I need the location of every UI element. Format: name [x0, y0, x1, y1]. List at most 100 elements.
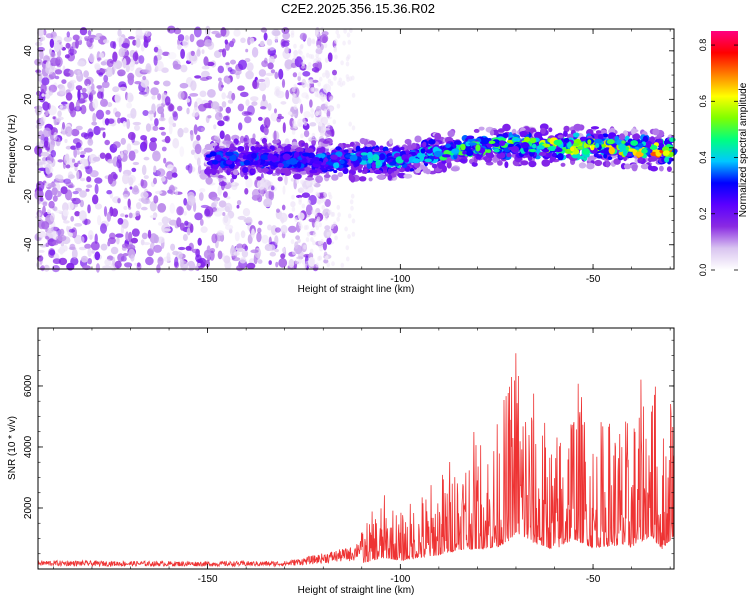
heatmap-cell	[196, 39, 206, 48]
heatmap-cell	[322, 197, 327, 203]
heatmap-cell	[177, 105, 183, 112]
heatmap-cell	[197, 237, 202, 246]
spectrogram-x-tick-label: -100	[390, 274, 410, 285]
heatmap-cell	[138, 55, 145, 64]
heatmap-cell	[305, 204, 313, 216]
heatmap-cell	[322, 241, 327, 251]
heatmap-cell	[349, 154, 358, 162]
heatmap-cell	[278, 68, 284, 80]
heatmap-cell	[87, 204, 91, 214]
heatmap-cell	[520, 142, 530, 149]
heatmap-cell	[292, 92, 296, 98]
heatmap-cell	[367, 157, 373, 164]
heatmap-cell	[45, 109, 49, 116]
heatmap-cell	[129, 186, 133, 190]
heatmap-cell	[179, 222, 185, 231]
heatmap-cell	[70, 215, 75, 222]
heatmap-cell	[74, 211, 81, 217]
heatmap-cell	[291, 141, 298, 146]
heatmap-cell	[330, 224, 334, 230]
heatmap-cell	[97, 57, 102, 61]
colorbar-ticks: 0.0 0.2 0.4 0.6 0.8	[698, 39, 738, 276]
heatmap-cell	[296, 194, 303, 199]
heatmap-cell	[371, 162, 376, 169]
heatmap-cell	[177, 34, 185, 42]
heatmap-cell	[120, 150, 124, 159]
heatmap-cell	[270, 69, 276, 74]
heatmap-cell	[347, 234, 351, 239]
heatmap-cell	[623, 149, 628, 157]
heatmap-cell	[131, 167, 137, 173]
heatmap-cell	[153, 46, 159, 53]
heatmap-cell	[65, 126, 73, 137]
heatmap-cell	[261, 60, 268, 68]
heatmap-cell	[40, 36, 46, 41]
heatmap-cell	[275, 147, 282, 153]
heatmap-cell	[194, 212, 203, 221]
heatmap-cell	[53, 35, 63, 44]
heatmap-cell	[606, 139, 615, 145]
heatmap-cell	[302, 187, 307, 193]
heatmap-cell	[122, 149, 129, 156]
heatmap-cell	[351, 218, 356, 224]
heatmap-cell	[300, 179, 304, 185]
heatmap-cell	[349, 141, 355, 147]
heatmap-cell	[313, 160, 323, 165]
heatmap-cell	[72, 191, 79, 195]
heatmap-cell	[242, 208, 251, 217]
heatmap-cell	[351, 92, 356, 98]
heatmap-cell	[304, 167, 312, 171]
heatmap-cell	[291, 194, 295, 200]
heatmap-cell	[221, 92, 226, 100]
heatmap-cell	[148, 110, 154, 115]
heatmap-cell	[52, 195, 58, 202]
heatmap-cell	[174, 256, 179, 268]
heatmap-cell	[293, 173, 302, 180]
heatmap-cell	[201, 49, 205, 55]
heatmap-cell	[621, 140, 626, 144]
heatmap-cell	[412, 158, 421, 164]
heatmap-cell	[637, 143, 644, 148]
heatmap-cell	[316, 44, 321, 50]
heatmap-cell	[372, 154, 380, 162]
heatmap-cell	[140, 43, 145, 52]
heatmap-cell	[262, 149, 271, 153]
heatmap-cell	[252, 133, 256, 140]
heatmap-cell	[65, 145, 72, 150]
heatmap-cell	[142, 110, 149, 116]
heatmap-cell	[203, 56, 209, 66]
heatmap-cell	[340, 262, 345, 268]
heatmap-cell	[301, 203, 306, 209]
heatmap-cell	[184, 220, 189, 226]
heatmap-cell	[237, 85, 245, 91]
heatmap-cell	[311, 67, 320, 73]
heatmap-cell	[332, 119, 337, 125]
heatmap-cell	[301, 192, 310, 198]
heatmap-cell	[42, 205, 46, 216]
heatmap-cell	[404, 158, 409, 163]
heatmap-cell	[242, 243, 247, 250]
heatmap-cell	[46, 209, 51, 215]
heatmap-cell	[166, 164, 174, 171]
heatmap-cell	[425, 168, 431, 175]
heatmap-cell	[102, 81, 110, 89]
heatmap-cell	[230, 59, 236, 65]
heatmap-cell	[333, 169, 338, 174]
heatmap-cell	[258, 82, 267, 92]
heatmap-cell	[134, 124, 140, 131]
heatmap-cell	[43, 140, 49, 148]
heatmap-cell	[207, 89, 216, 98]
heatmap-cell	[269, 251, 276, 257]
heatmap-cell	[138, 91, 147, 95]
heatmap-cell	[296, 161, 302, 169]
heatmap-cell	[299, 44, 304, 50]
heatmap-cell	[190, 50, 195, 57]
heatmap-cell	[336, 216, 340, 222]
heatmap-cell	[229, 154, 237, 162]
heatmap-cell	[107, 159, 114, 164]
heatmap-cell	[48, 200, 55, 209]
heatmap-cell	[120, 213, 125, 218]
heatmap-cell	[156, 168, 166, 177]
heatmap-cell	[483, 156, 488, 161]
